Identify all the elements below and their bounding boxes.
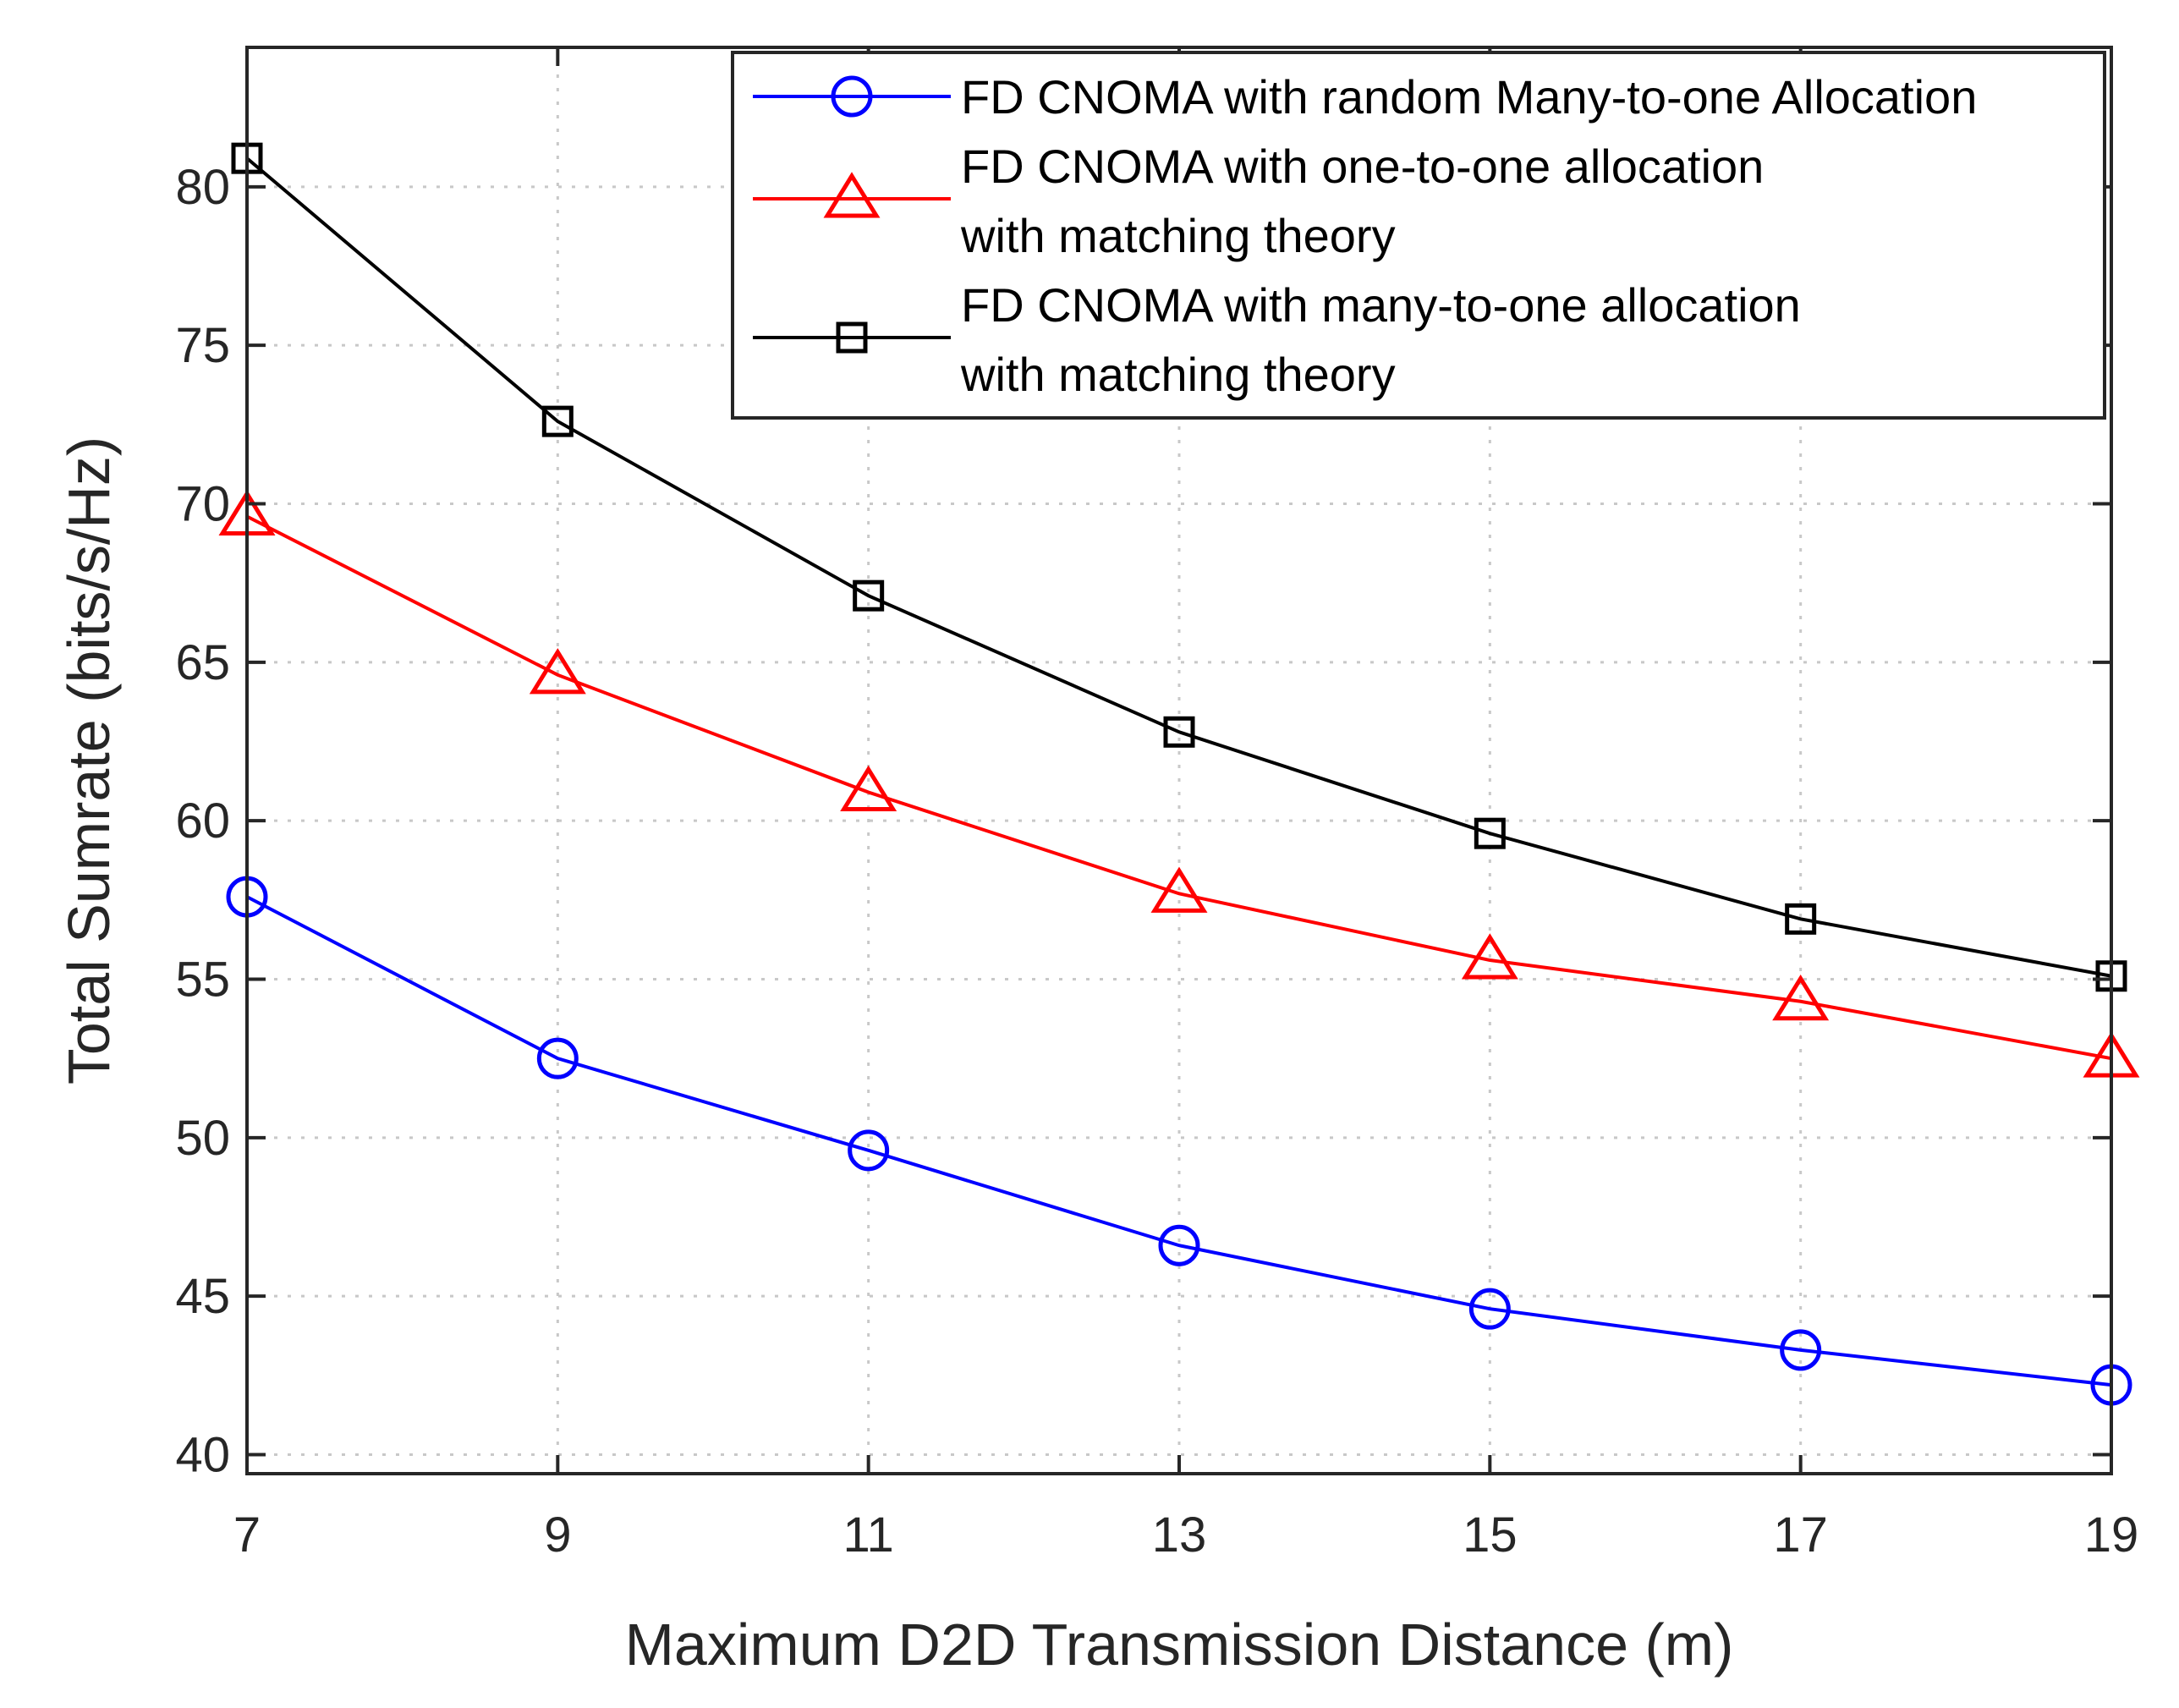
- y-tick-label: 40: [175, 1428, 230, 1483]
- x-axis-title: Maximum D2D Transmission Distance (m): [625, 1612, 1734, 1678]
- data-point-circle: [1158, 1224, 1200, 1266]
- x-tick-label: 15: [1463, 1508, 1518, 1562]
- legend-marker-triangle: [823, 172, 881, 218]
- y-tick-label: 70: [175, 477, 230, 532]
- legend-label: with matching theory: [960, 209, 1396, 262]
- data-point-square: [1785, 903, 1817, 935]
- legend-box: [731, 51, 2106, 420]
- x-tick-label: 19: [2084, 1508, 2139, 1562]
- data-point-circle: [1468, 1288, 1511, 1330]
- x-tick-label: 9: [544, 1508, 571, 1562]
- y-tick-label: 50: [175, 1111, 230, 1166]
- y-tick-label: 75: [175, 318, 230, 373]
- y-tick-label: 65: [175, 635, 230, 690]
- y-tick-label: 80: [175, 160, 230, 215]
- data-point-triangle: [840, 765, 897, 811]
- data-point-circle: [536, 1037, 579, 1079]
- data-point-circle: [1780, 1329, 1822, 1371]
- x-tick-label: 7: [233, 1508, 261, 1562]
- y-tick-label: 60: [175, 794, 230, 849]
- data-point-triangle: [529, 648, 586, 695]
- legend-label: FD CNOMA with one-to-one allocation: [961, 140, 1764, 193]
- data-point-triangle: [1772, 974, 1830, 1021]
- data-point-triangle: [1461, 933, 1518, 980]
- x-tick-label: 17: [1773, 1508, 1828, 1562]
- legend-marker-square: [836, 321, 868, 354]
- series-line-square: [245, 157, 2112, 978]
- x-tick-label: 13: [1152, 1508, 1207, 1562]
- y-tick-label: 45: [175, 1269, 230, 1324]
- series-line-triangle: [246, 514, 2112, 1061]
- y-tick-label: 55: [175, 953, 230, 1008]
- legend-label: with matching theory: [960, 348, 1396, 401]
- tick-labels: 7 9 11 13 15 17 19 40 45 50 55 60 65 70 75 80: [175, 160, 2138, 1562]
- legend-entry-square: FD CNOMA with many-to-one allocation with…: [753, 278, 1801, 401]
- data-point-square: [1163, 716, 1195, 748]
- legend-marker-circle: [831, 75, 873, 118]
- data-point-triangle: [1150, 866, 1208, 913]
- legend: FD CNOMA with random Many-to-one Allocat…: [731, 51, 2106, 420]
- legend-entry-triangle: FD CNOMA with one-to-one allocation with …: [753, 140, 1764, 262]
- data-point-circle: [848, 1129, 890, 1172]
- legend-label: FD CNOMA with many-to-one allocation: [961, 278, 1801, 332]
- data-point-square: [853, 579, 885, 612]
- legend-label: FD CNOMA with random Many-to-one Allocat…: [961, 70, 1977, 124]
- x-tick-label: 11: [843, 1508, 894, 1562]
- data-point-square: [1474, 817, 1506, 849]
- series-square-group: [231, 142, 2127, 992]
- y-axis-title: Total Sumrate (bits/s/Hz): [56, 437, 122, 1085]
- series-line-circle: [246, 895, 2112, 1387]
- data-point-square: [541, 405, 574, 437]
- legend-entry-circle: FD CNOMA with random Many-to-one Allocat…: [753, 70, 1977, 124]
